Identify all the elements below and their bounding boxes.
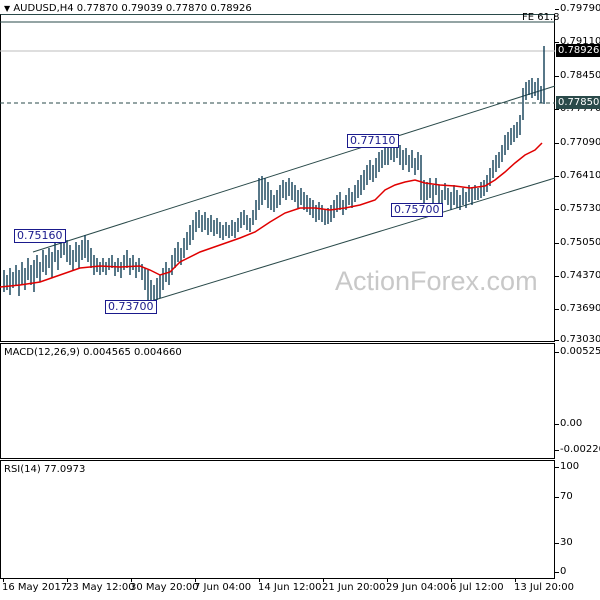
price-panel xyxy=(0,14,555,342)
price-axis-label: 0.74370 xyxy=(560,270,600,281)
macd-axis-label: -0.002202 xyxy=(560,444,600,455)
channel-upper-line xyxy=(32,85,556,253)
current-price-tag: 0.78926 xyxy=(556,44,600,57)
macd-panel xyxy=(0,343,555,459)
callout-swing-high-1: 0.75160 xyxy=(14,229,66,243)
rsi-axis-label: 100 xyxy=(560,461,580,472)
time-axis-label: 21 Jun 20:00 xyxy=(322,582,386,593)
price-axis-label: 0.77090 xyxy=(560,137,600,148)
time-axis-label: 6 Jul 12:00 xyxy=(450,582,504,593)
time-axis-label: 13 Jul 20:00 xyxy=(514,582,574,593)
rsi-axis-label: 0 xyxy=(560,566,567,577)
support-level-tag: 0.77850 xyxy=(556,96,600,109)
price-axis-label: 0.73690 xyxy=(560,303,600,314)
macd-title: MACD(12,26,9) 0.004565 0.004660 xyxy=(4,347,182,358)
price-axis-label: 0.73030 xyxy=(560,334,600,345)
watermark: ActionForex.com xyxy=(335,266,538,296)
time-axis-label: 16 May 2017 xyxy=(2,582,68,593)
callout-swing-low-2: 0.75700 xyxy=(391,203,443,217)
channel-lower-line xyxy=(147,177,556,303)
callout-swing-high-2: 0.77110 xyxy=(347,134,399,148)
price-axis-label: 0.75050 xyxy=(560,237,600,248)
time-axis-label: 7 Jun 04:00 xyxy=(194,582,252,593)
time-axis-label: 29 Jun 04:00 xyxy=(386,582,450,593)
rsi-axis-label: 70 xyxy=(560,491,573,502)
price-axis-label: 0.75730 xyxy=(560,203,600,214)
price-axis-label: 0.76410 xyxy=(560,170,600,181)
time-axis-label: 14 Jun 12:00 xyxy=(258,582,322,593)
collapse-triangle-icon[interactable]: ▼ xyxy=(4,4,11,13)
rsi-axis-label: 30 xyxy=(560,537,573,548)
callout-swing-low-1: 0.73700 xyxy=(105,300,157,314)
time-axis-label: 30 May 20:00 xyxy=(130,582,199,593)
price-axis-label: 0.79790 xyxy=(560,3,600,14)
symbol-ohlc: AUDUSD,H4 0.77870 0.79039 0.77870 0.7892… xyxy=(13,3,252,14)
rsi-title: RSI(14) 77.0973 xyxy=(4,464,86,475)
price-axis-label: 0.79110 xyxy=(560,36,600,47)
macd-axis-label: 0.005255 xyxy=(560,346,600,357)
time-axis-label: 23 May 12:00 xyxy=(66,582,135,593)
rsi-panel xyxy=(0,460,555,579)
macd-axis-label: 0.00 xyxy=(560,418,583,429)
chart-title: ▼ AUDUSD,H4 0.77870 0.79039 0.77870 0.78… xyxy=(4,3,252,14)
price-axis-label: 0.78450 xyxy=(560,70,600,81)
moving-average-line xyxy=(0,142,543,288)
price-bars xyxy=(3,46,545,305)
fe-618-label: FE 61.8 xyxy=(522,12,560,23)
